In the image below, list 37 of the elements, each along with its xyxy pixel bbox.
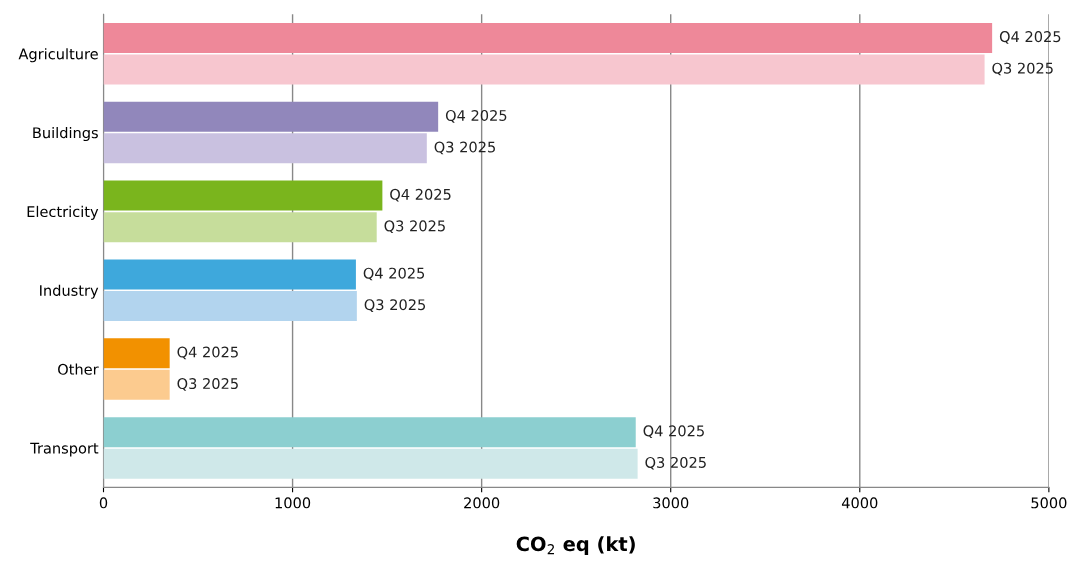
bar <box>103 54 985 85</box>
x-tick-label: 0 <box>99 497 108 509</box>
y-tick-label: Other <box>58 363 99 375</box>
y-tick-label: Industry <box>40 284 99 299</box>
x-axis-title: CO$_{2}$ eq (kt) <box>516 536 635 555</box>
bar <box>103 101 439 132</box>
text: Q4 2025 <box>643 425 704 439</box>
bar <box>103 259 356 290</box>
bar <box>103 417 636 448</box>
y-tick-label: Agriculture <box>18 48 98 63</box>
series-label: Q3 2025 <box>992 62 1053 76</box>
text: Q3 2025 <box>364 299 426 312</box>
x-tick-label: 3000 <box>653 497 689 509</box>
bar <box>103 338 170 369</box>
bar <box>103 291 357 321</box>
text: Q4 2025 <box>363 267 425 281</box>
bar <box>103 448 638 479</box>
text: Q3 2025 <box>177 378 238 391</box>
bar <box>103 133 427 164</box>
series-label: Q4 2025 <box>999 31 1061 44</box>
y-tick-label: Transport <box>30 442 99 457</box>
x-tick-label: 2000 <box>464 497 500 509</box>
text: Q4 2025 <box>390 188 451 202</box>
x-tick-label: 1000 <box>275 497 311 509</box>
text: Q4 2025 <box>445 109 507 123</box>
text: Q4 2025 <box>177 346 238 360</box>
x-tick-label: 4000 <box>841 497 878 509</box>
bar <box>103 22 993 53</box>
bar <box>103 369 170 400</box>
bar <box>103 212 377 243</box>
y-tick-label: Electricity <box>27 205 99 220</box>
text: Q3 2025 <box>645 456 706 470</box>
y-tick-label: Buildings <box>33 126 98 142</box>
text: Q3 2025 <box>434 141 495 155</box>
text: Q3 2025 <box>384 220 445 234</box>
bar <box>103 180 383 211</box>
x-tick-label: 5000 <box>1031 497 1067 509</box>
